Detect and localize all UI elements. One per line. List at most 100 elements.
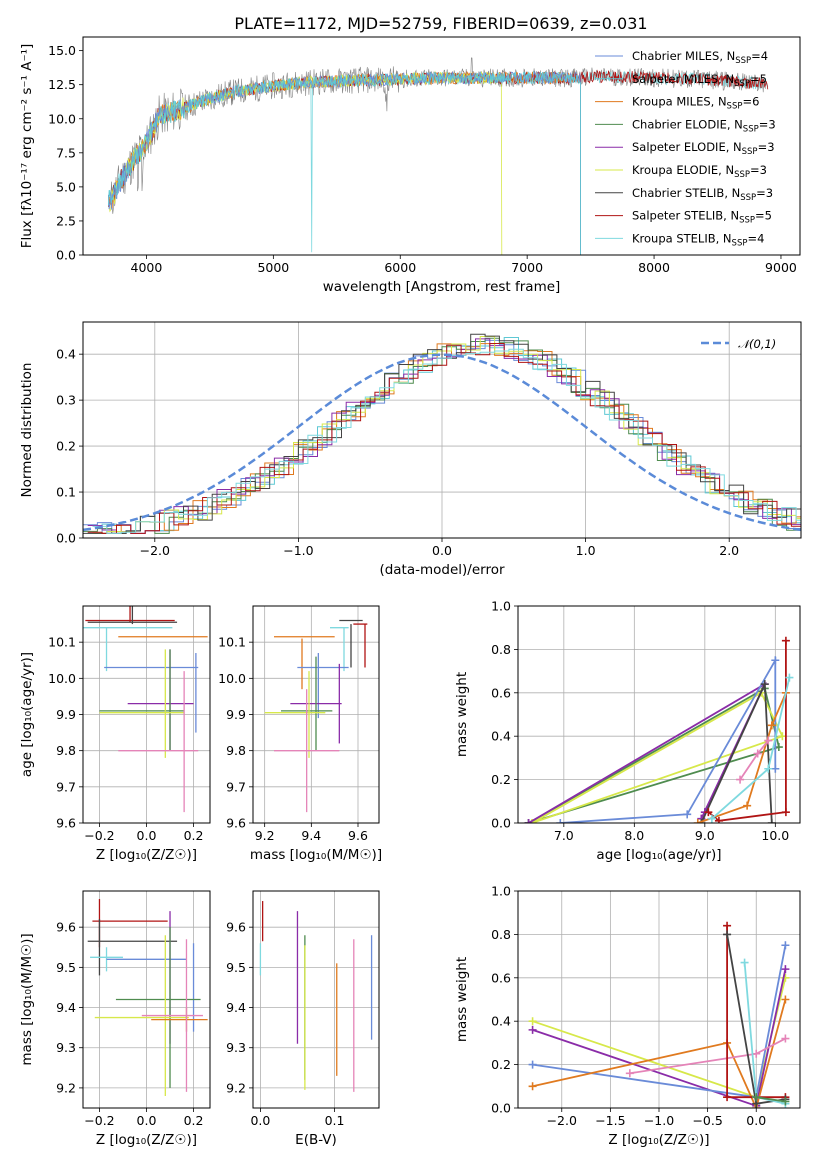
y-tick-label: 10.0 [218,671,246,686]
x-tick-label: 4000 [131,260,163,275]
y-tick-label: 0.6 [491,970,511,985]
plus-marker [781,808,790,817]
mass-weight-line [743,962,786,1105]
plus-marker [736,775,745,784]
y-tick-label: 9.6 [226,920,246,935]
legend-subscript: SSP [742,147,758,157]
x-axis-label: wavelength [Angstrom, rest frame] [323,279,561,295]
histogram-step-line [92,343,801,534]
plus-marker [771,656,780,665]
plus-marker [714,816,723,823]
x-tick-label: −2.0 [547,1113,577,1128]
legend-count: =5 [755,209,772,223]
plus-marker [528,1017,537,1026]
y-tick-label: 9.2 [56,1080,76,1095]
plus-marker [760,680,769,689]
x-tick-label: 9.2 [255,828,275,843]
axes-frame [252,890,380,1109]
plot-area [528,921,790,1108]
mass-weight-line [531,691,784,823]
y-tick-label: 0.1 [56,485,76,500]
legend-count: =3 [759,117,776,131]
y-tick-label: 9.4 [226,1000,246,1015]
y-tick-label: 0.8 [491,927,511,942]
y-axis-label: mass weight [454,957,470,1042]
plot-area [83,333,801,534]
histogram-step-line [87,337,801,534]
x-tick-label: 0.0 [746,1113,766,1128]
x-tick-label: 0.1 [325,1113,345,1128]
x-tick-label: 0.2 [184,828,204,843]
x-tick-label: 7000 [511,260,543,275]
mass-weight-line [697,692,787,823]
x-tick-label: 0.0 [432,543,452,558]
legend-entry: 𝒩(0,1) [738,337,776,351]
legend-entry: Kroupa MILES, NSSP=6 [632,95,759,112]
x-tick-label: 8.0 [624,828,644,843]
y-tick-label: 9.5 [226,960,246,975]
plus-marker [528,1082,537,1091]
x-tick-label: 8000 [638,260,670,275]
y-tick-label: 0.3 [56,393,76,408]
y-tick-label: 1.0 [491,599,511,614]
y-axis-label: mass weight [454,672,470,757]
y-tick-label: 10.1 [48,635,76,650]
histogram-step-line [92,348,801,534]
plus-marker [697,819,706,823]
plus-marker [723,930,732,939]
spectrum-panel: 4000 5000 6000 7000 8000 9000 0.0 2.5 5.0 7.5 10.0… [19,36,801,295]
mass-weight-line [756,1096,786,1103]
plus-marker [752,1093,761,1102]
x-axis-label: E(B-V) [295,1132,337,1148]
y-tick-label: 9.8 [226,743,246,758]
plot-area [524,636,794,823]
y-tick-label: 9.5 [56,960,76,975]
plus-marker [556,819,565,823]
plot-area [264,619,368,813]
mass-weight-vs-metallicity-panel: −2.0 −1.5 −1.0 −0.5 0.0 0.0 0.2 0.4 0.6 0.8 1.0 Z [… [454,884,801,1148]
legend-subscript: SSP [735,56,751,66]
y-tick-label: 9.7 [56,779,76,794]
plus-marker [707,814,716,823]
y-tick-label: 0.2 [56,439,76,454]
x-tick-label: 7.0 [554,828,574,843]
y-tick-label: 0.0 [56,531,76,546]
legend-entry: Chabrier STELIB, NSSP=3 [632,186,773,203]
x-tick-label: −1.0 [283,543,313,558]
plus-marker [764,764,773,773]
x-axis-label: age [log₁₀(age/yr)] [596,847,721,863]
y-tick-label: 0.6 [491,685,511,700]
y-tick-label: 0.2 [491,772,511,787]
y-tick-label: 5.0 [56,179,76,194]
y-tick-label: 1.0 [491,884,511,899]
plus-marker [740,958,749,967]
legend-count: =5 [750,72,767,86]
normal-distribution-curve [83,353,801,532]
plus-marker [785,673,794,682]
y-axis-label: age [log₁₀(age/yr)] [19,652,35,777]
mass-weight-vs-age-panel: 7.0 8.0 9.0 10.0 0.0 0.2 0.4 0.6 0.8 1.0 age [log₁… [454,599,801,863]
legend-entry: Chabrier ELODIE, NSSP=3 [632,117,776,134]
y-axis-label: Normed distribution [19,363,35,498]
legend-subscript: SSP [743,124,759,134]
legend-count: =3 [756,186,773,200]
plot-area [87,899,208,1096]
x-tick-label: −0.2 [84,1113,114,1128]
y-tick-label: 0.4 [491,1014,511,1029]
x-tick-label: 5000 [257,260,289,275]
mass-weight-line [532,999,787,1108]
histogram-step-line [87,338,801,534]
y-tick-label: 9.7 [226,779,246,794]
plus-marker [781,965,790,974]
y-tick-label: 9.6 [226,816,246,831]
y-tick-label: 9.4 [56,1000,76,1015]
x-tick-label: −0.5 [692,1113,722,1128]
model-spectrum-line [108,71,581,255]
plus-marker [781,995,790,1004]
plus-marker [528,1060,537,1069]
plus-marker [781,941,790,950]
axes-frame [82,36,801,256]
y-tick-label: 0.8 [491,642,511,657]
plot-area [83,606,208,813]
